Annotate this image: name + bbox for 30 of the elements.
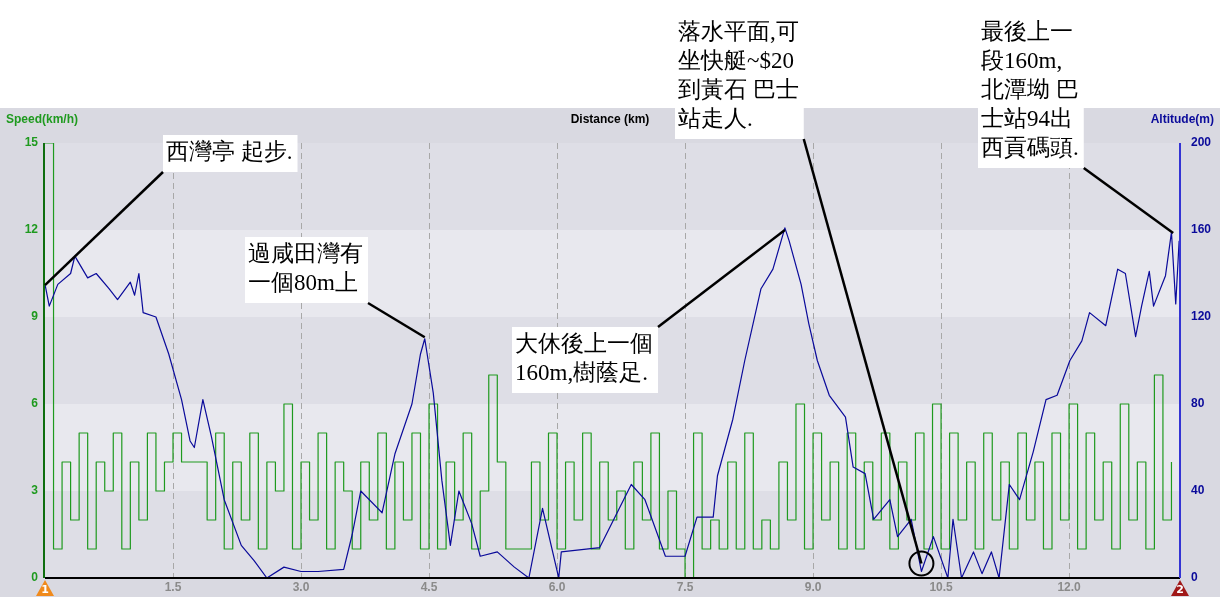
y-tick-label: 0 xyxy=(31,570,39,585)
x-tick-label: 1.5 xyxy=(164,579,182,594)
annotation: 大休後上一個160m,樹蔭足. xyxy=(515,330,653,385)
y-tick-label: 15 xyxy=(24,135,39,150)
x-tick-label: 7.5 xyxy=(676,579,694,594)
x-tick-label: 4.5 xyxy=(420,579,438,594)
y-tick-label: 12 xyxy=(24,222,39,237)
y2-tick-label: 0 xyxy=(1191,570,1198,585)
y2-tick-label: 40 xyxy=(1191,483,1205,498)
y2-tick-label: 120 xyxy=(1191,309,1212,324)
y2-tick-label: 80 xyxy=(1191,396,1205,411)
y-tick-label: 3 xyxy=(31,483,39,498)
annotation: 最後上一段160m,北潭坳 巴士站94出西貢碼頭. xyxy=(981,18,1079,160)
y-axis-title: Speed(km/h) xyxy=(6,112,79,127)
annotation: 過咸田灣有一個80m上 xyxy=(248,240,363,295)
text: 1 xyxy=(41,582,49,596)
y2-tick-label: 200 xyxy=(1191,135,1212,150)
y-tick-label: 9 xyxy=(31,309,39,324)
x-tick-label: 6.0 xyxy=(548,579,566,594)
annotation: 西灣亭 起步. xyxy=(166,138,293,164)
y2-axis-title: Altitude(m) xyxy=(1150,112,1214,127)
x-tick-label: 12.0 xyxy=(1057,579,1082,594)
x-tick-label: 3.0 xyxy=(292,579,310,594)
annotation: 落水平面,可坐快艇~$20到黃石 巴士站走人. xyxy=(678,18,799,131)
x-tick-label: 10.5 xyxy=(929,579,954,594)
y2-tick-label: 160 xyxy=(1191,222,1212,237)
y-tick-label: 6 xyxy=(31,396,39,411)
text: 2 xyxy=(1176,582,1184,596)
x-axis-title: Distance (km) xyxy=(570,112,650,127)
x-tick-label: 9.0 xyxy=(804,579,822,594)
